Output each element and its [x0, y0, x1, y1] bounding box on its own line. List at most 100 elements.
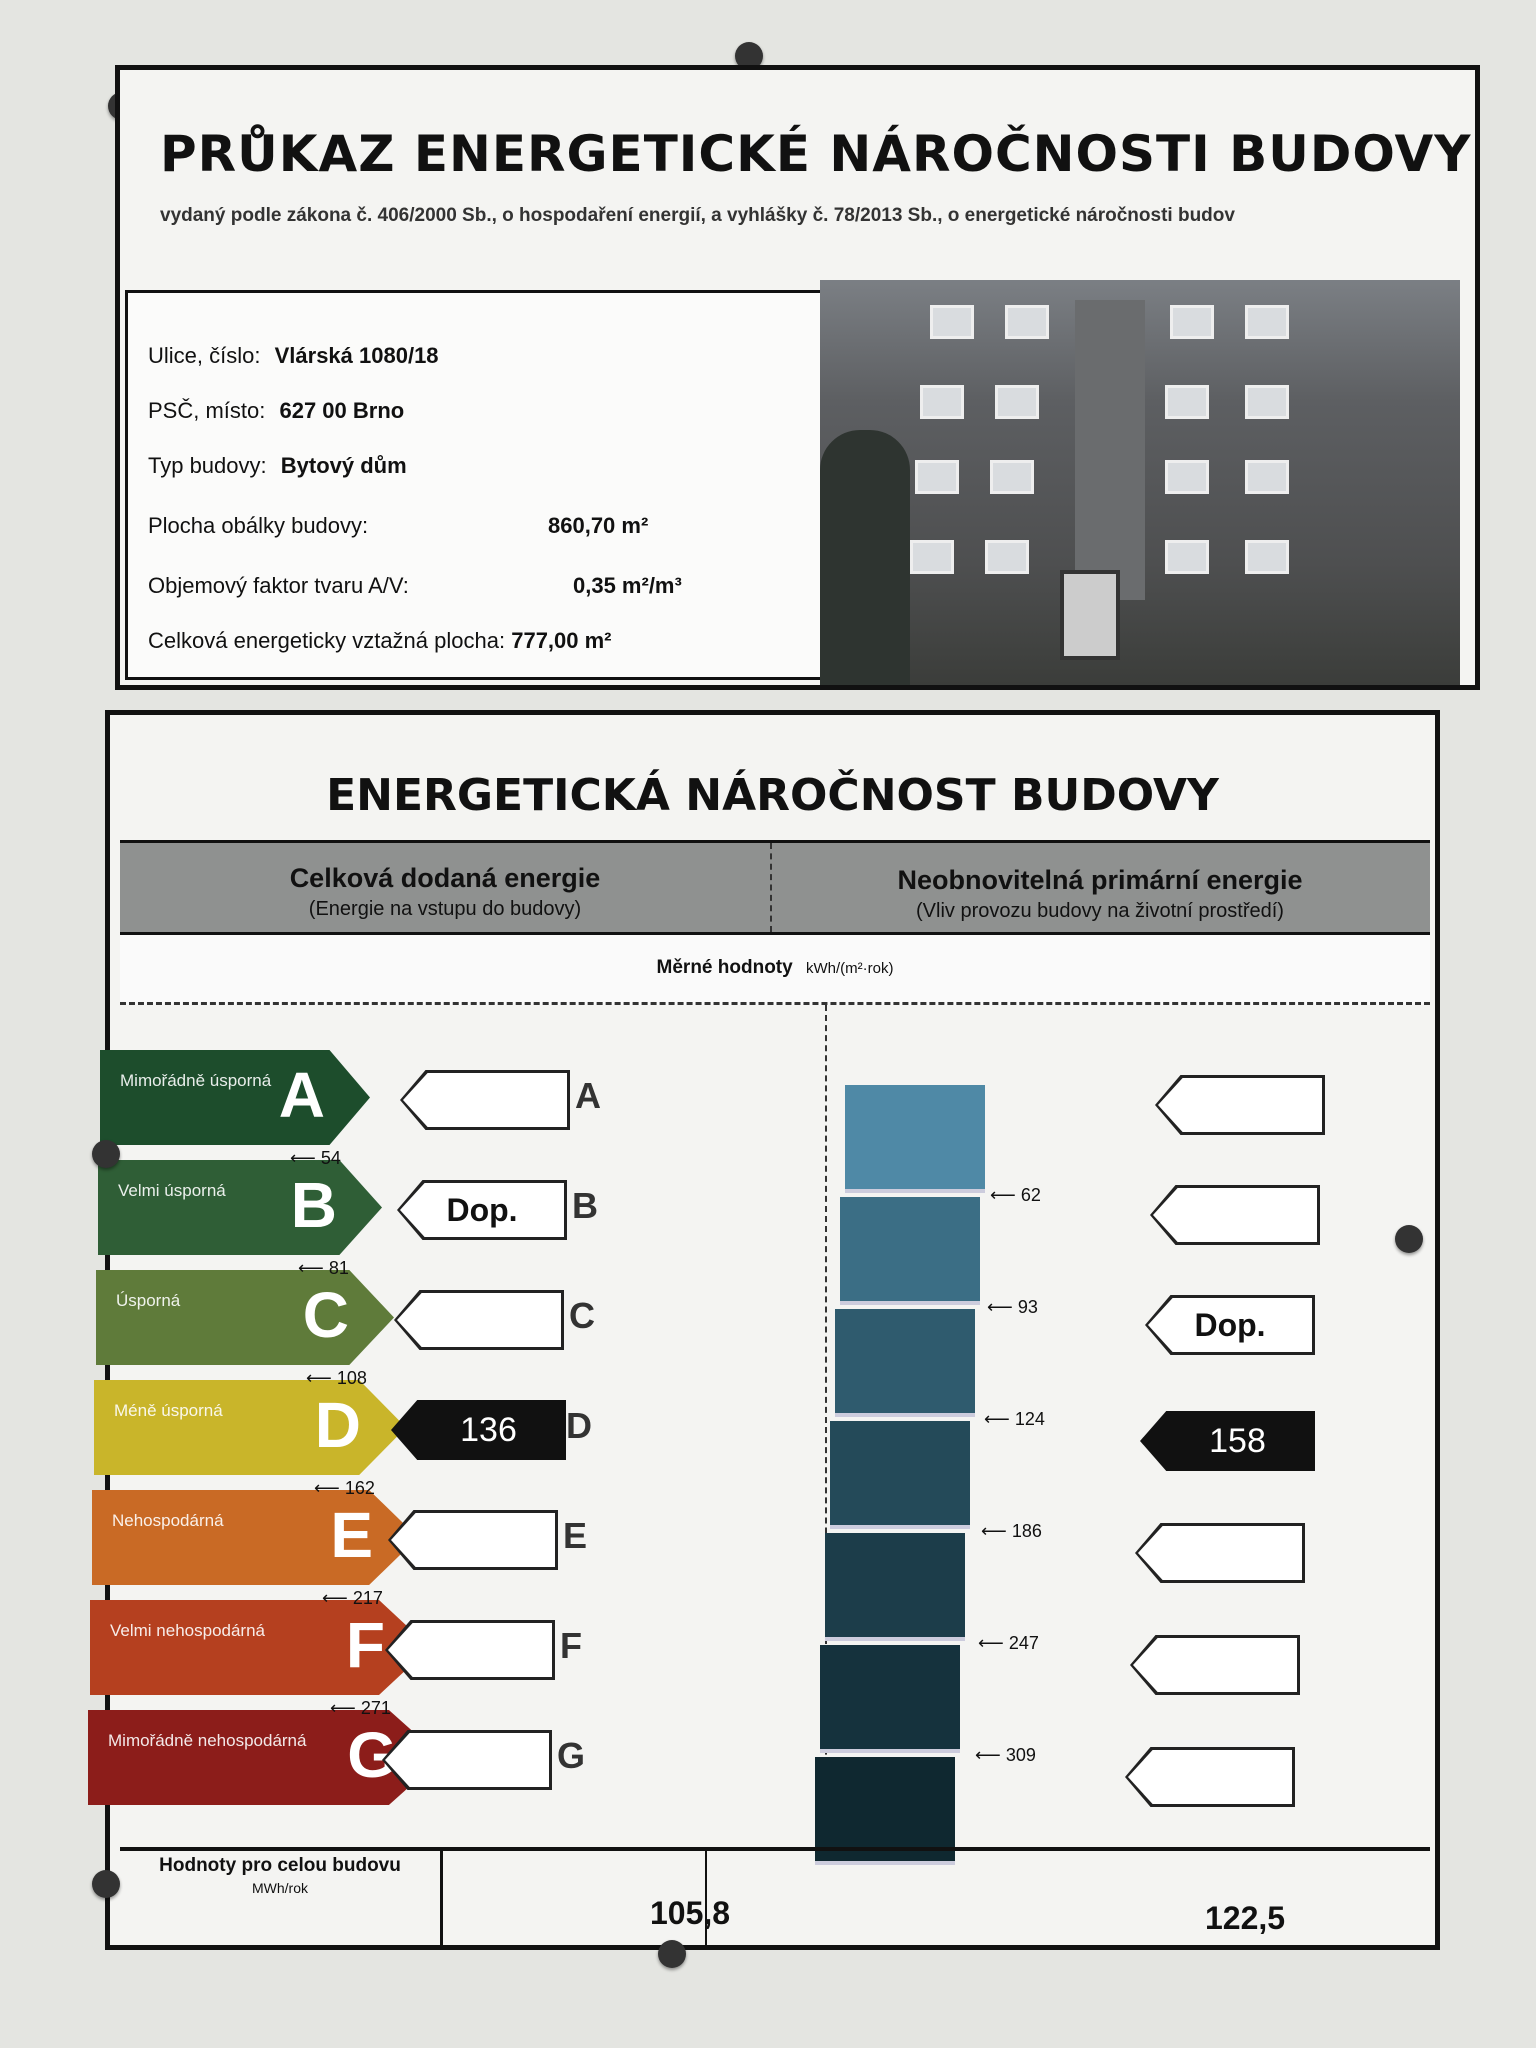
empty-marker [394, 1290, 564, 1350]
right-threshold: ⟵ 62 [990, 1185, 1041, 1205]
left-threshold-value: 271 [360, 1698, 391, 1718]
right-threshold-value: 62 [1020, 1185, 1041, 1205]
class-bar-d: Méně úsporná D [94, 1380, 406, 1475]
right-threshold-value: 247 [1008, 1633, 1039, 1653]
pin [92, 1870, 120, 1898]
class-letter: D [314, 1389, 361, 1461]
primary-scale-segment-b [840, 1197, 980, 1305]
rating-title: ENERGETICKÁ NÁROČNOST BUDOVY [326, 770, 1219, 821]
class-bar-a: Mimořádně úsporná A [100, 1050, 370, 1145]
right-threshold-value: 309 [1005, 1745, 1036, 1765]
class-label: Nehospodárná [112, 1511, 224, 1530]
whole-building-unit: MWh/rok [252, 1880, 308, 1896]
left-threshold: ⟵ 217 [322, 1588, 383, 1608]
whole-building-label: Hodnoty pro celou budovu [159, 1855, 401, 1876]
primary-scale-segment-a [845, 1085, 985, 1193]
left-threshold: ⟵ 54 [290, 1148, 341, 1168]
right-threshold-value: 186 [1011, 1521, 1042, 1541]
left-threshold: ⟵ 108 [306, 1368, 367, 1388]
area-value: 777,00 m² [511, 628, 612, 653]
left-value-marker: 136 [391, 1400, 566, 1460]
street-label: Ulice, číslo: [148, 343, 261, 368]
empty-marker [400, 1070, 570, 1130]
type-value: Bytový dům [280, 453, 407, 478]
subtitle: vydaný podle zákona č. 406/2000 Sb., o h… [160, 205, 1235, 226]
pin [1395, 1225, 1423, 1253]
class-letter: F [345, 1609, 385, 1681]
pin [92, 1140, 120, 1168]
right-subtitle: (Vliv provozu budovy na životní prostřed… [916, 900, 1284, 922]
middle-letter: G [557, 1735, 586, 1776]
specific-values-row: Měrné hodnoty kWh/(m²·rok) [120, 935, 1430, 1005]
whole-right-value: 122,5 [1205, 1900, 1286, 1936]
class-letter: C [302, 1279, 349, 1351]
certificate-header: PRŮKAZ ENERGETICKÉ NÁROČNOSTI BUDOVY vyd… [115, 65, 1480, 690]
left-threshold-value: 108 [336, 1368, 367, 1388]
class-label: Úsporná [116, 1291, 181, 1310]
left-reference-label: Dop. [400, 1183, 564, 1237]
empty-marker [1125, 1747, 1295, 1807]
specific-label: Měrné hodnoty [656, 957, 793, 978]
class-label: Velmi úsporná [118, 1181, 226, 1200]
left-threshold-value: 217 [352, 1588, 383, 1608]
class-bar-c: Úsporná C [96, 1270, 394, 1365]
middle-letter: C [569, 1295, 595, 1336]
page-title: PRŮKAZ ENERGETICKÉ NÁROČNOSTI BUDOVY [160, 125, 1472, 183]
class-bar-b: Velmi úsporná B [98, 1160, 382, 1255]
empty-marker [1130, 1635, 1300, 1695]
left-title: Celková dodaná energie [289, 863, 601, 893]
class-label: Méně úsporná [114, 1401, 223, 1420]
pin [658, 1940, 686, 1968]
class-label: Mimořádně nehospodárná [108, 1731, 307, 1750]
left-threshold: ⟵ 81 [298, 1258, 349, 1278]
empty-marker [388, 1510, 558, 1570]
left-threshold-value: 81 [328, 1258, 349, 1278]
envelope-label: Plocha obálky budovy: [148, 513, 369, 538]
envelope-value: 860,70 m² [548, 513, 649, 538]
class-bar-f: Velmi nehospodárná F [90, 1600, 430, 1695]
middle-letter: D [566, 1405, 592, 1446]
type-label: Typ budovy: [148, 453, 267, 478]
primary-scale-segment-e [825, 1533, 965, 1641]
class-letter: B [290, 1169, 337, 1241]
class-letter: E [330, 1499, 373, 1571]
primary-scale-segment-f [820, 1645, 960, 1753]
av-value: 0,35 m²/m³ [573, 573, 682, 598]
rating-header: Celková dodaná energie (Energie na vstup… [120, 840, 1430, 935]
empty-marker [1155, 1075, 1325, 1135]
left-reference-marker: Dop. [397, 1180, 567, 1240]
left-threshold: ⟵ 271 [330, 1698, 391, 1718]
right-value-marker: 158 [1140, 1411, 1315, 1471]
right-threshold: ⟵ 247 [978, 1633, 1039, 1653]
empty-marker [1135, 1523, 1305, 1583]
energy-rating-panel: ENERGETICKÁ NÁROČNOST BUDOVY Celková dod… [88, 710, 1440, 1950]
right-threshold: ⟵ 186 [981, 1521, 1042, 1541]
empty-marker [1150, 1185, 1320, 1245]
av-label: Objemový faktor tvaru A/V: [148, 573, 409, 598]
left-threshold: ⟵ 162 [314, 1478, 375, 1498]
right-threshold-value: 93 [1017, 1297, 1038, 1317]
zip-value: 627 00 Brno [279, 398, 405, 423]
building-info: Ulice, číslo: Vlárská 1080/18 PSČ, místo… [125, 290, 835, 680]
class-bar-e: Nehospodárná E [92, 1490, 418, 1585]
empty-marker [382, 1730, 552, 1790]
primary-scale-segment-c [835, 1309, 975, 1417]
right-threshold-value: 124 [1014, 1409, 1045, 1429]
left-subtitle: (Energie na vstupu do budovy) [308, 898, 582, 920]
primary-scale-segment-d [830, 1421, 970, 1529]
class-letter: A [278, 1059, 325, 1131]
middle-letter: F [560, 1625, 582, 1666]
class-label: Velmi nehospodárná [110, 1621, 266, 1640]
zip-label: PSČ, místo: [148, 398, 266, 423]
right-reference-marker: Dop. [1145, 1295, 1315, 1355]
middle-letter: B [572, 1185, 598, 1226]
right-reference-label: Dop. [1148, 1298, 1312, 1352]
right-title: Neobnovitelná primární energie [897, 865, 1303, 895]
street-value: Vlárská 1080/18 [274, 343, 439, 368]
class-label: Mimořádně úsporná [120, 1071, 272, 1090]
left-threshold-value: 54 [320, 1148, 341, 1168]
empty-marker [385, 1620, 555, 1680]
whole-left-value: 105,8 [650, 1895, 731, 1931]
area-label: Celková energeticky vztažná plocha: [148, 628, 506, 653]
specific-unit: kWh/(m²·rok) [805, 960, 894, 977]
